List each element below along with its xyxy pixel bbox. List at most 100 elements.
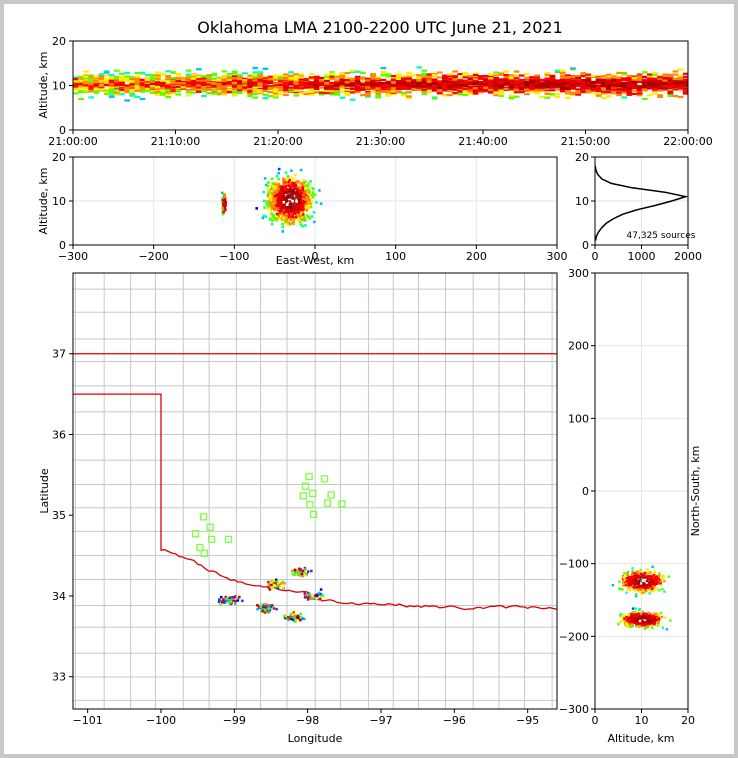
- time-height-cell: [652, 88, 658, 91]
- ew-density-cell: [299, 168, 303, 172]
- time-height-cell: [442, 77, 448, 80]
- ns-density-cell: [629, 616, 632, 619]
- ns-density-cell: [633, 613, 636, 616]
- time-height-cell: [390, 80, 397, 83]
- ns-density-cell: [655, 612, 658, 615]
- ew-density-cell: [285, 220, 288, 224]
- ew-density-cell: [284, 197, 287, 201]
- source-point: [304, 568, 307, 571]
- time-height-cell: [139, 83, 146, 86]
- time-height-cell: [278, 81, 284, 84]
- time-height-cell: [677, 74, 684, 77]
- time-height-cell: [421, 78, 428, 81]
- time-height-cell: [447, 94, 453, 97]
- time-height-cell: [395, 82, 402, 85]
- time-height-cell: [196, 79, 202, 82]
- ew-density-cell: [275, 174, 279, 178]
- source-point: [319, 594, 323, 598]
- ew-density-cell: [292, 177, 296, 181]
- time-height-cell: [216, 93, 223, 96]
- ns-density-cell: [645, 579, 649, 583]
- ns-density-cell: [623, 572, 626, 575]
- ew-density-cell: [293, 184, 296, 187]
- ew-density-cell: [308, 217, 312, 220]
- time-height-cell: [93, 77, 100, 80]
- ew-density-cell: [283, 213, 287, 217]
- time-height-cell: [513, 95, 520, 98]
- time-height-cell: [539, 89, 546, 92]
- time-height-cell: [544, 92, 551, 95]
- ew-density-cell: [297, 200, 301, 204]
- time-height-cell: [401, 75, 407, 78]
- ns-density-cell: [632, 587, 636, 591]
- time-height-cell: [518, 85, 525, 89]
- source-point: [301, 617, 304, 620]
- time-height-cell: [616, 91, 622, 94]
- source-point: [301, 569, 305, 573]
- ns-density-cell: [648, 613, 652, 616]
- map-axes: [72, 272, 558, 710]
- time-height-cell: [503, 74, 510, 77]
- ns-density-cell: [657, 581, 660, 584]
- ew-density-cell: [272, 182, 276, 186]
- ew-density-cell: [284, 188, 287, 192]
- time-height-cell: [657, 77, 663, 80]
- time-height-cell: [544, 82, 551, 86]
- time-height-cell: [324, 73, 330, 77]
- ew-density-cell: [269, 218, 272, 221]
- time-height-cell: [631, 92, 638, 95]
- time-height-cell: [155, 76, 161, 79]
- time-height-cell: [672, 81, 679, 84]
- ew-density-cell: [288, 215, 291, 218]
- time-height-cell: [93, 89, 100, 92]
- ns-ytick-label: 0: [582, 485, 589, 498]
- time-height-cell: [139, 72, 146, 76]
- ns-density-cell: [629, 622, 632, 625]
- time-height-cell: [298, 73, 305, 76]
- time-height-cell: [73, 88, 79, 91]
- time-height-cell: [395, 91, 402, 94]
- source-point: [292, 614, 296, 617]
- time-height-cell: [621, 82, 628, 85]
- time-height-cell: [406, 97, 412, 100]
- time-height-cell: [247, 74, 253, 77]
- ew-density-cell: [299, 191, 302, 194]
- time-height-cell: [590, 85, 597, 88]
- time-height-cell: [641, 86, 648, 89]
- ew-density-cell: [292, 221, 295, 224]
- ew-density-cell: [274, 201, 277, 204]
- time-height-cell: [380, 74, 387, 77]
- time-height-cell: [426, 84, 433, 87]
- ns-density-cell: [634, 607, 637, 610]
- time-height-cell: [360, 77, 366, 80]
- time-height-cell: [518, 79, 525, 82]
- hist-xtick-label: 2000: [674, 250, 702, 263]
- time-height-cell: [324, 77, 330, 80]
- ew-density-cell: [279, 195, 282, 199]
- time-height-cell: [360, 88, 366, 91]
- ew-density-cell: [291, 209, 295, 212]
- time-height-cell: [431, 72, 438, 76]
- time-height-cell: [452, 70, 458, 73]
- time-height-cell: [231, 87, 238, 90]
- time-height-cell: [303, 92, 310, 95]
- time-height-cell: [549, 93, 556, 96]
- ew-density-cell: [277, 167, 281, 171]
- time-height-cell: [196, 77, 202, 80]
- time-height-cell: [272, 74, 279, 77]
- ew-density-cell: [222, 202, 225, 205]
- ew-density-cell: [299, 223, 303, 226]
- time-height-cell: [436, 85, 443, 88]
- ns-density-cell: [639, 582, 643, 585]
- time-height-cell: [83, 85, 89, 88]
- ew-density-cell: [289, 206, 293, 209]
- time-height-cell: [641, 79, 648, 82]
- time-height-cell: [641, 85, 648, 88]
- time-height-cell: [139, 90, 146, 93]
- ns-density-cell: [648, 621, 652, 624]
- time-height-cell: [565, 82, 571, 85]
- ns-density-cell: [640, 577, 643, 581]
- time-height-cell: [524, 81, 530, 84]
- source-point: [267, 580, 270, 584]
- time-height-cell: [108, 83, 115, 86]
